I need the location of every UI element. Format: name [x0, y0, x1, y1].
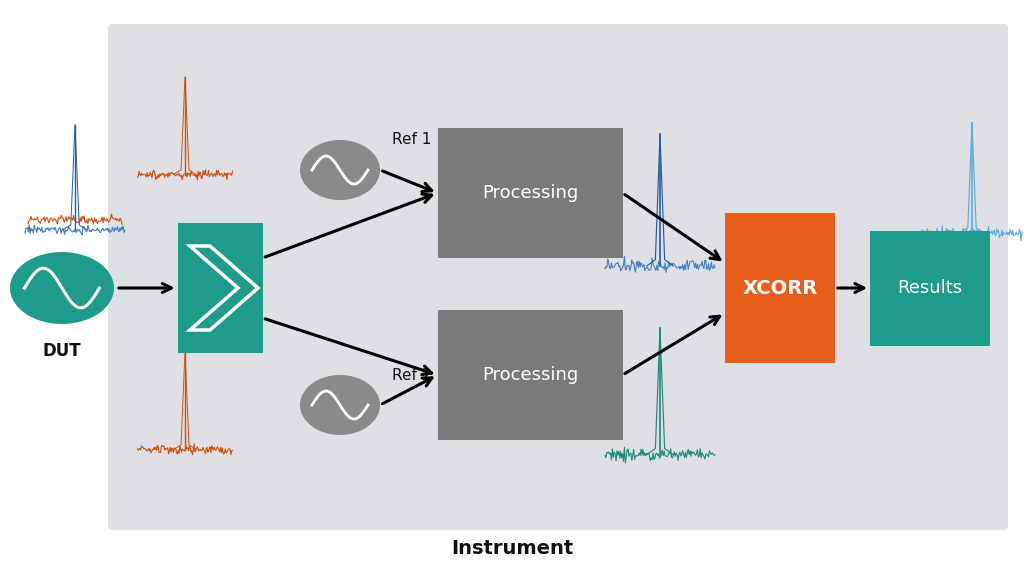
Text: Ref 1: Ref 1 — [392, 132, 431, 147]
Bar — [870, 230, 990, 346]
FancyBboxPatch shape — [108, 24, 1008, 530]
Ellipse shape — [10, 252, 114, 324]
Ellipse shape — [300, 140, 380, 200]
Text: Results: Results — [897, 279, 963, 297]
Bar — [437, 310, 623, 440]
Bar — [177, 223, 262, 353]
Text: Instrument: Instrument — [451, 539, 573, 558]
Ellipse shape — [300, 375, 380, 435]
Bar — [437, 128, 623, 258]
Text: Processing: Processing — [482, 366, 579, 384]
Text: DUT: DUT — [43, 342, 81, 360]
Text: Ref 2: Ref 2 — [392, 367, 431, 382]
Text: Processing: Processing — [482, 184, 579, 202]
Text: XCORR: XCORR — [742, 279, 817, 297]
Bar — [725, 213, 835, 363]
